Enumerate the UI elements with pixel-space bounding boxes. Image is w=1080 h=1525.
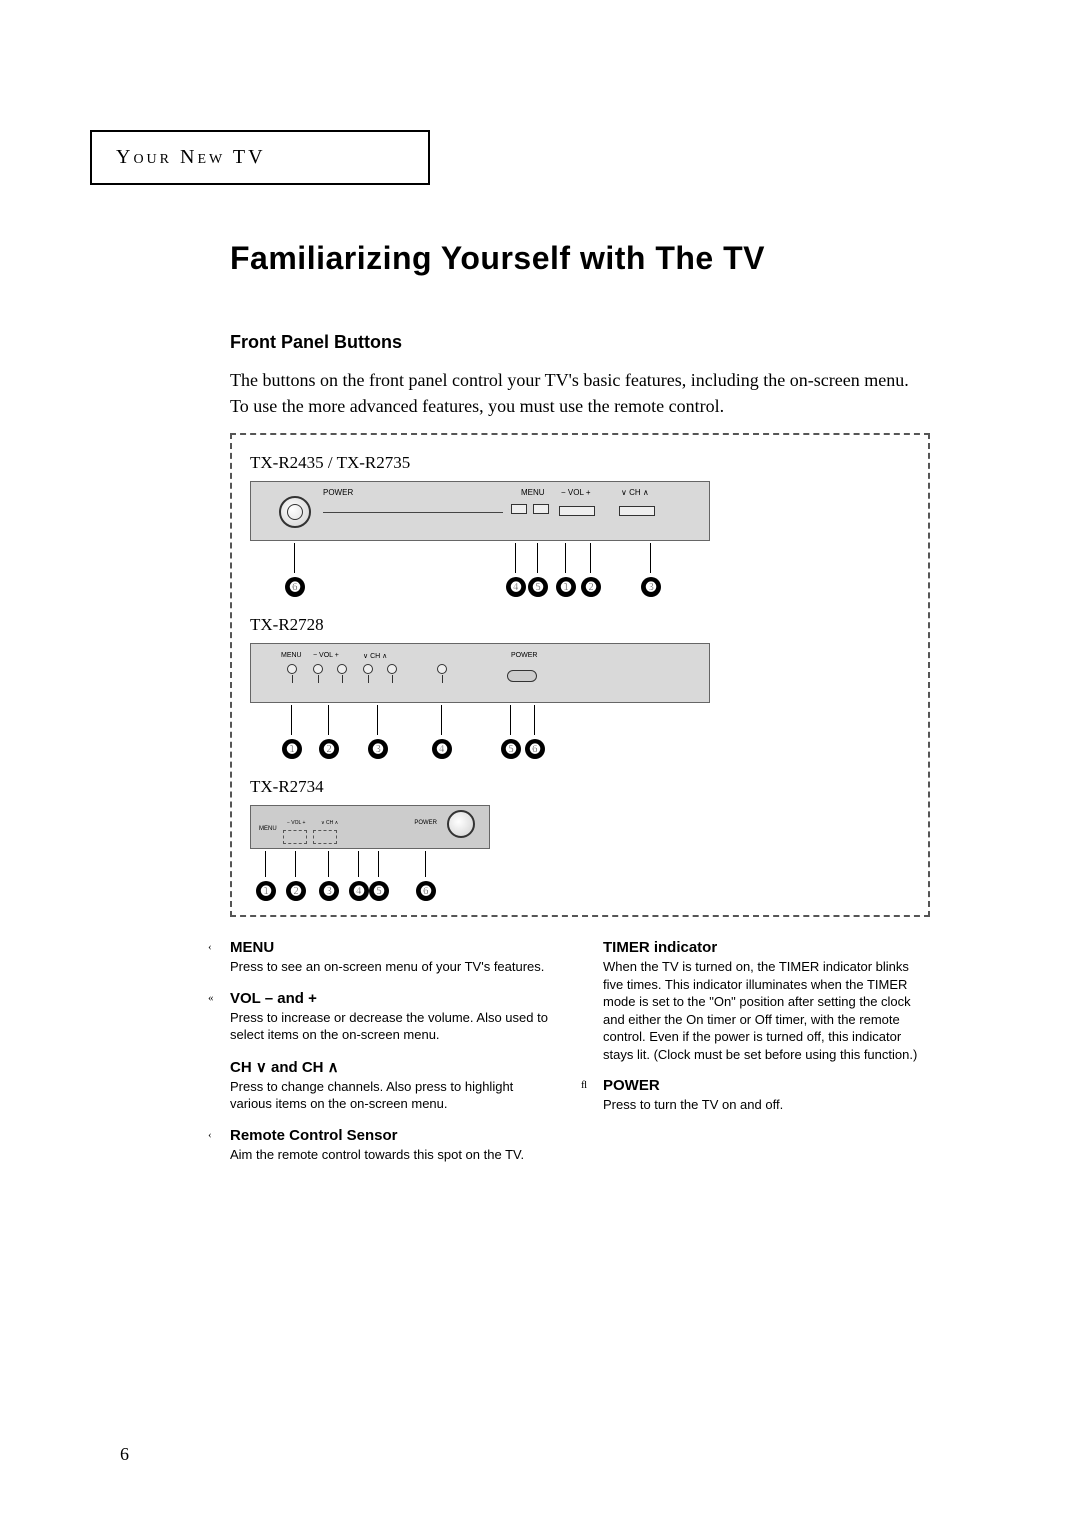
desc-text: Press to see an on-screen menu of your T… [230, 958, 557, 976]
front-panel-diagram: TX-R2435 / TX-R2735 POWER MENU − VOL + ∨… [230, 433, 930, 917]
section-header-box: Your New TV [90, 130, 430, 185]
menu-label-2: MENU [281, 652, 302, 659]
page-title: Familiarizing Yourself with The TV [230, 240, 960, 277]
bullet-icon: « [208, 992, 214, 1004]
power-label-3: POWER [414, 820, 437, 826]
desc-menu: ‹ MENU Press to see an on-screen menu of… [230, 939, 557, 976]
ch-rocker-icon [619, 506, 655, 516]
desc-text: Aim the remote control towards this spot… [230, 1146, 557, 1164]
callout-m1: ➊ [282, 739, 302, 759]
vol-label: − VOL + [561, 488, 591, 497]
ch-label-3: ∨ CH ∧ [321, 820, 338, 826]
callout-m2: ➋ [319, 739, 339, 759]
bullet-icon: ‹ [208, 1129, 212, 1141]
callout-6: ➏ [285, 577, 305, 597]
vol-dash-icon [283, 830, 307, 844]
callout-b1: ➊ [256, 881, 276, 901]
button-descriptions: ‹ MENU Press to see an on-screen menu of… [230, 939, 930, 1177]
power-label: POWER [323, 488, 353, 497]
callout-numbers-mid: ➊ ➋ ➌ ➍ ➎ ➏ [250, 707, 710, 759]
callout-2: ➋ [581, 577, 601, 597]
ch-down-btn-icon [363, 664, 373, 674]
callout-1: ➊ [556, 577, 576, 597]
vol-label-2: − VOL + [313, 652, 339, 659]
callout-numbers-bottom: ➊ ➋ ➌ ➍ ➎ ➏ [250, 853, 530, 901]
callout-b4: ➍ [349, 881, 369, 901]
tv-panel-top: POWER MENU − VOL + ∨ CH ∧ [250, 481, 710, 541]
callout-m4: ➍ [432, 739, 452, 759]
desc-vol: « VOL – and + Press to increase or decre… [230, 990, 557, 1044]
power-button-icon-3 [447, 810, 475, 838]
model-label-mid: TX-R2728 [250, 615, 918, 635]
section-header-text: Your New TV [116, 146, 404, 169]
desc-timer: TIMER indicator When the TV is turned on… [603, 939, 930, 1063]
menu-label: MENU [521, 488, 545, 497]
ch-label: ∨ CH ∧ [621, 488, 649, 497]
tv-panel-bottom: POWER MENU − VOL + ∨ CH ∧ [250, 805, 490, 849]
desc-power: ﬂ POWER Press to turn the TV on and off. [603, 1077, 930, 1114]
sensor-btn-icon [437, 664, 447, 674]
tv-panel-mid: MENU − VOL + ∨ CH ∧ POWER [250, 643, 710, 703]
desc-col-left: ‹ MENU Press to see an on-screen menu of… [230, 939, 557, 1177]
power-label-2: POWER [511, 652, 537, 659]
indicator-icon [533, 504, 549, 514]
ch-label-2: ∨ CH ∧ [363, 652, 387, 660]
manual-page: Your New TV Familiarizing Yourself with … [0, 0, 1080, 1237]
menu-btn-icon [287, 664, 297, 674]
page-number: 6 [120, 1444, 129, 1465]
desc-remote: ‹ Remote Control Sensor Aim the remote c… [230, 1127, 557, 1164]
power-button-icon [279, 496, 311, 528]
menu-label-3: MENU [259, 826, 277, 832]
bullet-icon: ‹ [208, 941, 212, 953]
vol-label-3: − VOL + [287, 820, 305, 826]
desc-title: CH ∨ and CH ∧ [230, 1058, 557, 1076]
callout-b3: ➌ [319, 881, 339, 901]
desc-col-right: TIMER indicator When the TV is turned on… [603, 939, 930, 1177]
desc-text: When the TV is turned on, the TIMER indi… [603, 958, 930, 1063]
bullet-icon: ﬂ [581, 1079, 587, 1091]
callout-5: ➎ [528, 577, 548, 597]
callout-m6: ➏ [525, 739, 545, 759]
vol-minus-btn-icon [313, 664, 323, 674]
desc-text: Press to increase or decrease the volume… [230, 1009, 557, 1044]
callout-b6: ➏ [416, 881, 436, 901]
vol-rocker-icon [559, 506, 595, 516]
callout-b5: ➎ [369, 881, 389, 901]
sensor-icon [511, 504, 527, 514]
desc-title: MENU [230, 939, 557, 956]
model-label-bottom: TX-R2734 [250, 777, 918, 797]
power-pill-icon [507, 670, 537, 682]
desc-title: VOL – and + [230, 990, 557, 1007]
callout-numbers-top: ➏ ➍ ➎ ➊ ➋ ➌ [250, 545, 710, 597]
vol-plus-btn-icon [337, 664, 347, 674]
desc-text: Press to turn the TV on and off. [603, 1096, 930, 1114]
desc-title: Remote Control Sensor [230, 1127, 557, 1144]
desc-title: POWER [603, 1077, 930, 1094]
model-label-top: TX-R2435 / TX-R2735 [250, 453, 918, 473]
callout-3: ➌ [641, 577, 661, 597]
desc-title: TIMER indicator [603, 939, 930, 956]
callout-b2: ➋ [286, 881, 306, 901]
ch-dash-icon [313, 830, 337, 844]
callout-m3: ➌ [368, 739, 388, 759]
callout-4: ➍ [506, 577, 526, 597]
desc-ch: CH ∨ and CH ∧ Press to change channels. … [230, 1058, 557, 1113]
ch-up-btn-icon [387, 664, 397, 674]
intro-paragraph: The buttons on the front panel control y… [230, 367, 930, 419]
desc-text: Press to change channels. Also press to … [230, 1078, 557, 1113]
subsection-title: Front Panel Buttons [230, 332, 960, 353]
callout-m5: ➎ [501, 739, 521, 759]
